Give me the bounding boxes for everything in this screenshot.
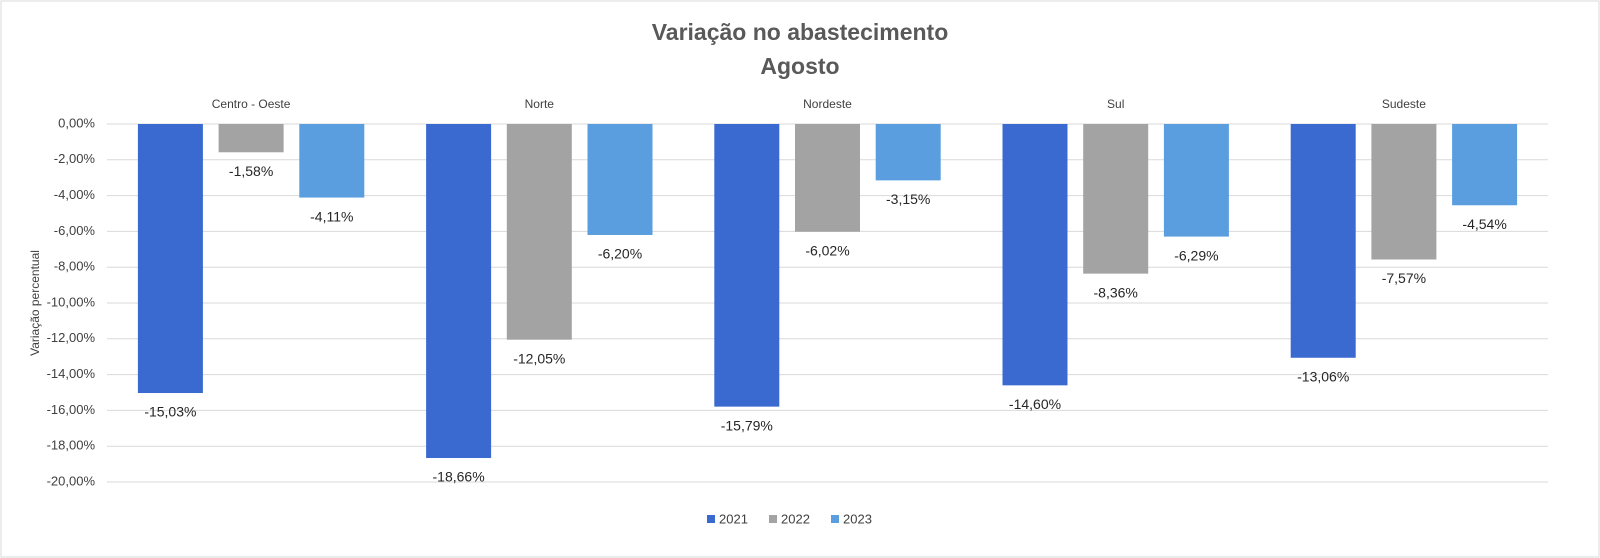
legend-swatch [769,515,777,523]
data-label: -4,54% [1462,216,1506,232]
bar [1290,124,1356,358]
data-label: -7,57% [1382,270,1426,286]
data-label: -6,02% [805,242,849,258]
category-label: Centro - Oeste [212,97,291,111]
y-tick-label: -6,00% [54,223,96,238]
data-label: -18,66% [433,469,485,485]
bar [426,124,492,459]
data-label: -12,05% [513,350,565,366]
y-tick-label: 0,00% [58,115,95,130]
category-label: Sudeste [1382,97,1426,111]
bar [587,124,653,235]
data-label: -1,58% [229,163,273,179]
bar [1163,124,1229,237]
bar [1083,124,1149,274]
y-tick-label: -2,00% [54,151,96,166]
legend-label: 2021 [719,511,748,526]
data-label: -6,20% [598,246,642,262]
y-tick-label: -14,00% [47,366,96,381]
data-label: -6,29% [1174,247,1218,263]
y-axis-label: Variação percentual [28,250,42,356]
chart-subtitle: Agosto [760,53,839,79]
legend-swatch [707,515,715,523]
legend-swatch [831,515,839,523]
data-label: -8,36% [1094,284,1138,300]
legend-label: 2023 [843,511,872,526]
bar [218,124,284,153]
y-tick-label: -16,00% [47,402,96,417]
y-tick-label: -18,00% [47,438,96,453]
category-label: Sul [1107,97,1124,111]
bar [137,124,203,394]
data-label: -3,15% [886,191,930,207]
bar [299,124,365,198]
data-label: -15,79% [721,417,773,433]
y-tick-label: -10,00% [47,294,96,309]
data-label: -14,60% [1009,396,1061,412]
bar [1371,124,1437,260]
bar [1452,124,1518,206]
y-tick-label: -20,00% [47,473,96,488]
chart-title: Variação no abastecimento [652,19,949,45]
category-label: Nordeste [803,97,852,111]
bar [875,124,941,181]
bar [1002,124,1068,386]
category-label: Norte [525,97,555,111]
bar [506,124,572,340]
data-label: -13,06% [1297,368,1349,384]
y-tick-label: -4,00% [54,187,96,202]
data-label: -4,11% [310,208,353,224]
data-label: -15,03% [144,404,196,420]
bar [795,124,860,232]
y-tick-label: -8,00% [54,259,96,274]
bar [714,124,780,407]
legend-label: 2022 [781,511,810,526]
y-tick-label: -12,00% [47,330,96,345]
